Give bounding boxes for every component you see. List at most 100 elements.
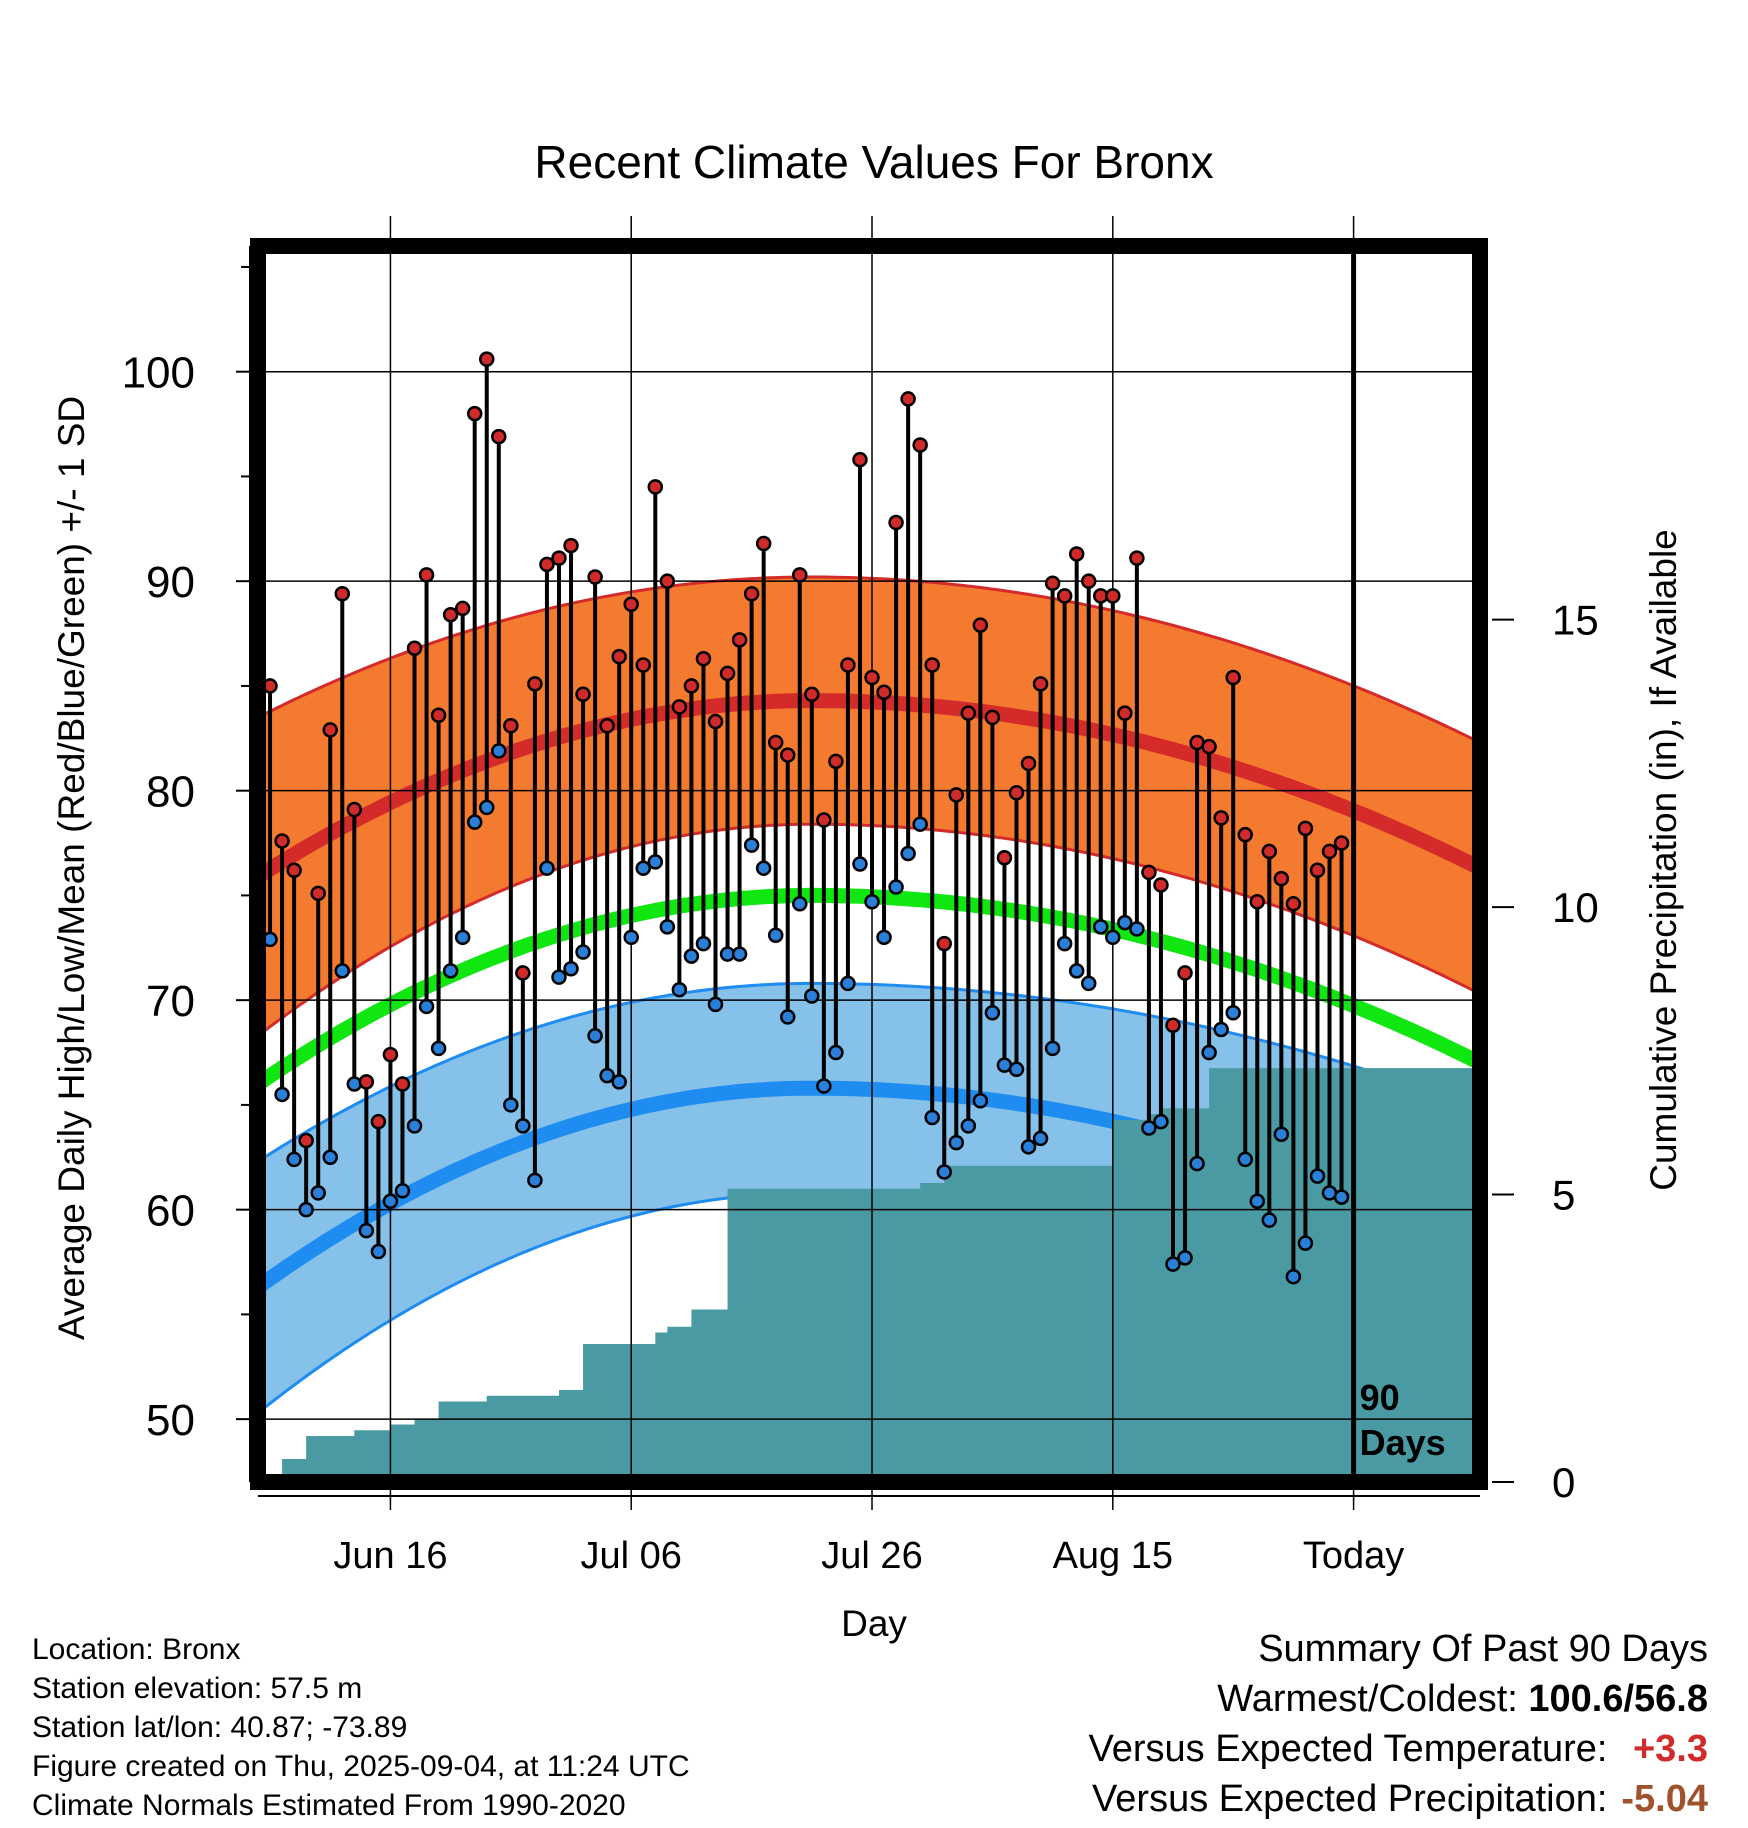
daily-high-point <box>563 537 579 554</box>
low-normal-band-upper-edge <box>258 981 1480 1163</box>
x-tick-label: Jul 06 <box>581 1535 682 1577</box>
x-tick-label: Jun 16 <box>333 1535 447 1577</box>
daily-high-point <box>852 451 868 468</box>
daily-low-point <box>1129 921 1145 937</box>
daily-low-point <box>551 969 567 985</box>
daily-low-point <box>1141 1120 1157 1136</box>
daily-high-point <box>731 632 748 648</box>
daily-low-point <box>948 1134 965 1151</box>
daily-low-point <box>936 1164 952 1180</box>
daily-high-point <box>743 586 760 602</box>
x-axis-title: Day <box>841 1603 907 1644</box>
daily-high-point <box>551 550 567 566</box>
daily-low-point <box>1080 975 1097 992</box>
daily-low-point <box>755 860 772 876</box>
daily-low-point <box>1068 963 1085 979</box>
daily-high-point <box>1165 1017 1181 1034</box>
daily-high-point <box>792 567 808 583</box>
daily-high-point <box>1297 820 1314 837</box>
daily-low-point <box>1309 1168 1326 1184</box>
daily-low-point <box>527 1172 543 1189</box>
daily-high-point <box>334 586 351 602</box>
x-tick-label: Aug 15 <box>1053 1535 1173 1577</box>
daily-high-point <box>382 1046 399 1063</box>
daily-low-point <box>1153 1113 1169 1130</box>
daily-high-point <box>936 935 952 952</box>
daily-high-point <box>1261 843 1278 860</box>
today-days-label: Days <box>1360 1422 1446 1463</box>
daily-high-point <box>683 678 700 694</box>
daily-low-point <box>1297 1235 1314 1251</box>
daily-high-point <box>948 787 965 803</box>
daily-low-point <box>1201 1044 1217 1061</box>
daily-high-point <box>900 391 916 407</box>
daily-low-point <box>370 1243 387 1260</box>
daily-high-point <box>298 1132 314 1149</box>
daily-high-point <box>1333 835 1350 851</box>
daily-high-point <box>358 1074 375 1090</box>
daily-low-point <box>382 1193 399 1210</box>
daily-high-point <box>719 665 736 682</box>
daily-high-point <box>659 573 676 589</box>
daily-low-point <box>1117 914 1133 931</box>
daily-low-point <box>418 998 435 1015</box>
daily-high-point <box>707 713 724 730</box>
warm-cold-label: Warmest/Coldest: <box>1217 1678 1518 1720</box>
daily-low-point <box>1165 1256 1181 1272</box>
daily-high-point <box>1177 965 1193 981</box>
daily-low-point <box>888 879 904 895</box>
daily-low-point <box>1105 929 1121 946</box>
daily-low-point <box>466 814 483 830</box>
daily-high-point <box>286 862 302 879</box>
daily-low-point <box>900 845 916 862</box>
daily-low-point <box>334 963 351 979</box>
daily-high-point <box>1201 738 1217 755</box>
daily-low-point <box>346 1076 363 1092</box>
daily-high-point <box>310 885 326 902</box>
daily-low-point <box>503 1097 519 1113</box>
daily-high-point <box>1068 546 1085 562</box>
station-metadata: Location: Bronx Station elevation: 57.5 … <box>32 1630 690 1825</box>
daily-high-point <box>635 657 652 673</box>
high-normal-band <box>258 577 1480 1036</box>
daily-low-point <box>310 1185 326 1201</box>
daily-low-point <box>912 816 928 832</box>
elevation-text: Station elevation: 57.5 m <box>32 1672 363 1705</box>
daily-low-point <box>1093 919 1109 935</box>
chart-title: Recent Climate Values For Bronx <box>534 136 1213 188</box>
daily-low-point <box>1044 1040 1061 1057</box>
precip-label: Versus Expected Precipitation: <box>1092 1778 1608 1820</box>
daily-low-point <box>394 1183 411 1199</box>
daily-high-point <box>960 705 977 721</box>
daily-low-point <box>322 1149 338 1166</box>
daily-high-point <box>816 812 832 828</box>
daily-high-point <box>466 405 483 422</box>
daily-low-point <box>924 1109 940 1126</box>
daily-high-point <box>1213 810 1229 826</box>
x-tick-label: Today <box>1303 1535 1404 1577</box>
daily-low-point <box>852 856 868 872</box>
daily-high-point <box>671 699 688 715</box>
location-text: Location: Bronx <box>32 1633 241 1666</box>
y2-tick-label: 10 <box>1552 884 1599 931</box>
daily-high-point <box>491 428 507 445</box>
daily-high-point <box>370 1113 387 1130</box>
normals-text: Climate Normals Estimated From 1990-2020 <box>32 1789 626 1822</box>
daily-high-point <box>527 676 543 692</box>
daily-low-point <box>406 1118 423 1134</box>
daily-low-point <box>984 1004 1001 1021</box>
daily-high-point <box>828 753 844 770</box>
daily-low-point <box>599 1067 615 1084</box>
daily-low-point <box>695 935 712 952</box>
daily-low-point <box>659 919 676 935</box>
daily-low-point <box>1225 1004 1241 1021</box>
today-days-label: 90 <box>1360 1377 1400 1418</box>
summary-panel: Summary Of Past 90 Days Warmest/Coldest:… <box>1089 1624 1708 1824</box>
daily-low-point <box>1189 1155 1205 1172</box>
daily-high-point <box>1044 575 1061 592</box>
daily-low-point <box>358 1222 375 1239</box>
daily-low-point <box>539 860 555 876</box>
daily-high-point <box>1105 588 1121 604</box>
daily-low-point <box>731 946 748 962</box>
daily-low-point <box>1261 1212 1278 1228</box>
